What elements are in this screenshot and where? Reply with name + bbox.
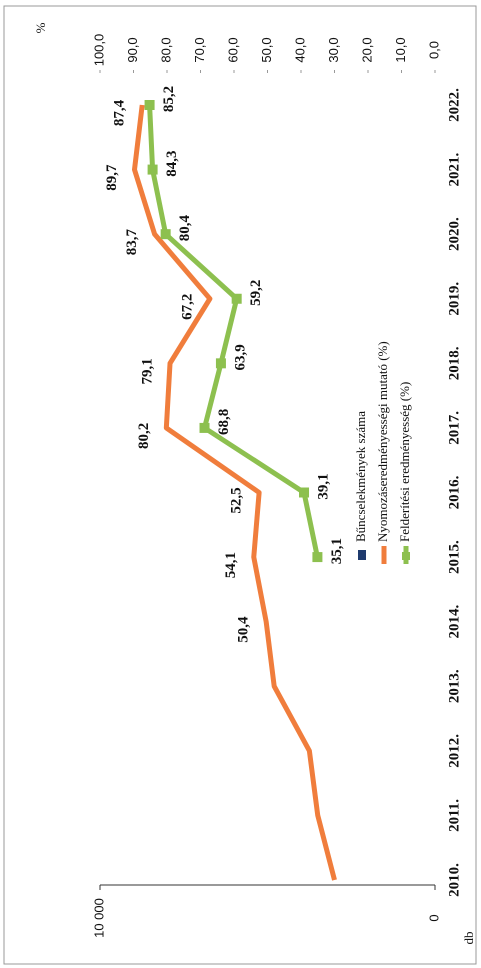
x-tick-label: 2021. (446, 152, 462, 186)
legend-swatch (358, 550, 366, 560)
x-tick-label: 2010. (446, 863, 462, 897)
data-label: 68,8 (216, 409, 232, 435)
y2-tick-label: 0,0 (426, 41, 441, 59)
data-label: 85,2 (161, 86, 177, 112)
point-marker (299, 487, 310, 498)
y2-tick-label: 80,0 (158, 37, 173, 62)
x-tick-label: 2018. (446, 346, 462, 380)
x-tick-label: 2014. (446, 605, 462, 639)
data-label: 52,5 (229, 487, 245, 513)
legend-label: Nyomozáseredményességi mutató (%) (375, 341, 390, 542)
y-tick-label: 10 000 (91, 898, 106, 938)
y2-tick-label: 10,0 (393, 37, 408, 62)
x-tick-label: 2019. (446, 282, 462, 316)
x-tick-label: 2022. (446, 88, 462, 122)
point-marker (231, 293, 242, 304)
data-label: 54,1 (223, 552, 239, 578)
point-marker (312, 552, 323, 563)
y2-tick-label: 90,0 (125, 37, 140, 62)
series-line (132, 104, 337, 881)
data-label: 35,1 (329, 538, 345, 564)
y2-tick-label: 70,0 (192, 37, 207, 62)
y2-tick-label: 50,0 (259, 37, 274, 62)
x-tick-label: 2011. (446, 799, 462, 832)
point-marker (215, 358, 226, 369)
y-axis-label: db (461, 932, 476, 945)
y-tick-label: 0 (426, 914, 441, 921)
x-tick-label: 2015. (446, 540, 462, 574)
x-tick-label: 2012. (446, 734, 462, 768)
data-label: 39,1 (315, 473, 331, 499)
point-marker (160, 229, 171, 240)
data-label: 84,3 (164, 150, 180, 176)
point-marker (147, 164, 158, 175)
data-label: 83,7 (124, 229, 140, 256)
data-label: 89,7 (104, 164, 120, 191)
data-label: 59,2 (248, 280, 264, 306)
x-tick-label: 2016. (446, 475, 462, 509)
series-line (147, 104, 320, 558)
data-label: 80,2 (136, 423, 152, 449)
data-label: 87,4 (112, 99, 128, 126)
y2-tick-label: 40,0 (292, 37, 307, 62)
point-marker (144, 100, 155, 110)
data-label: 79,1 (139, 358, 155, 384)
y2-tick-label: 30,0 (326, 37, 341, 62)
frame (3, 5, 477, 965)
data-label: 50,4 (236, 616, 252, 643)
x-tick-label: 2013. (446, 669, 462, 703)
legend-marker (402, 552, 410, 560)
x-tick-label: 2020. (446, 217, 462, 251)
y2-tick-label: 20,0 (359, 37, 374, 62)
legend-label: Bűncselekmények száma (353, 411, 368, 542)
legend-label: Felderítési eredményesség (%) (397, 382, 412, 542)
y2-axis-label: % (33, 22, 48, 33)
data-label: 80,4 (177, 215, 193, 242)
point-marker (199, 422, 210, 433)
x-tick-label: 2017. (446, 411, 462, 445)
y2-tick-label: 100,0 (91, 34, 106, 67)
data-label: 67,2 (179, 294, 195, 320)
data-label: 63,9 (232, 344, 248, 370)
y2-tick-label: 60,0 (225, 37, 240, 62)
